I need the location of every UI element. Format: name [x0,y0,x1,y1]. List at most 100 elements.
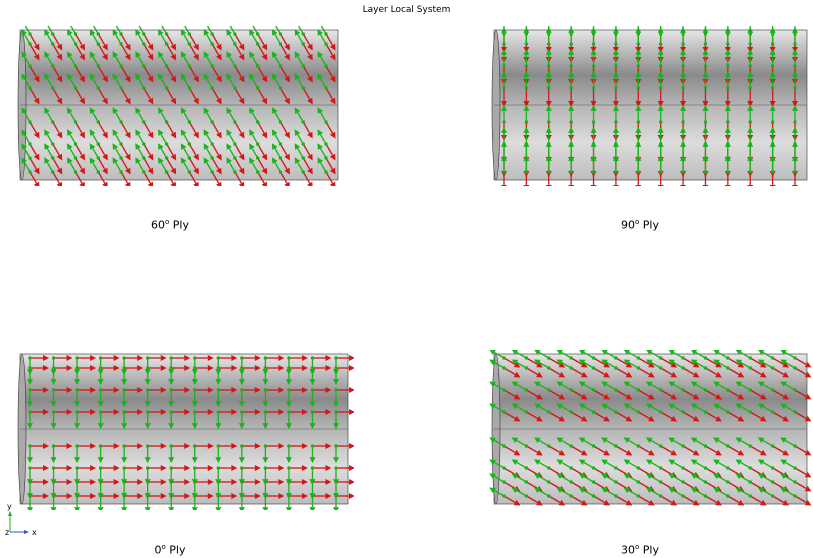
transverse-direction-arrow [780,473,797,484]
transverse-direction-arrow [758,350,775,360]
transverse-direction-arrow [545,70,552,90]
transverse-direction-arrow [702,70,709,90]
transverse-direction-arrow [747,154,754,174]
transverse-direction-arrow [262,410,269,430]
transverse-direction-arrow [112,129,123,146]
transverse-direction-arrow [226,129,237,146]
ply-60-label: 60o Ply [151,218,189,232]
transverse-direction-arrow [713,473,730,484]
transverse-direction-arrow [97,388,104,408]
transverse-direction-arrow [203,129,214,146]
transverse-direction-arrow [89,129,100,146]
transverse-direction-arrow [735,473,752,484]
transverse-direction-arrow [601,359,618,370]
transverse-direction-arrow [735,350,752,360]
transverse-direction-arrow [271,107,283,124]
transverse-direction-arrow [568,48,575,68]
transverse-direction-arrow [262,388,269,408]
transverse-direction-arrow [66,129,78,146]
transverse-direction-arrow [780,381,797,392]
transverse-direction-arrow [309,410,316,430]
transverse-direction-arrow [158,129,169,146]
transverse-direction-arrow [545,104,552,124]
transverse-direction-arrow [511,381,528,392]
transverse-direction-arrow [690,459,708,470]
transverse-direction-arrow [769,70,776,90]
transverse-direction-arrow [309,388,316,408]
transverse-direction-arrow [70,26,78,36]
transverse-direction-arrow [578,487,596,498]
transverse-direction-arrow [601,403,618,414]
transverse-direction-arrow [226,157,237,174]
transverse-direction-arrow [556,437,573,448]
transverse-direction-arrow [578,473,596,484]
transverse-direction-arrow [523,26,530,46]
transverse-direction-arrow [623,487,640,498]
transverse-direction-arrow [623,403,640,414]
transverse-direction-arrow [21,29,32,46]
transverse-direction-arrow [226,29,237,46]
transverse-direction-arrow [262,494,269,510]
transverse-direction-arrow [294,29,305,46]
transverse-direction-arrow [97,444,104,464]
transverse-direction-arrow [285,388,292,408]
transverse-direction-arrow [74,444,81,464]
transverse-direction-arrow [138,26,146,36]
transverse-direction-arrow [135,157,146,174]
transverse-direction-arrow [285,410,292,430]
transverse-direction-arrow [44,129,55,146]
transverse-direction-arrow [645,459,663,470]
transverse-direction-arrow [792,26,798,46]
transverse-direction-arrow [612,26,619,46]
transverse-direction-arrow [489,359,506,370]
transverse-direction-arrow [792,48,798,68]
transverse-direction-arrow [578,403,596,414]
transverse-direction-arrow [168,410,175,430]
ply-0-label: 0o Ply [154,543,186,557]
transverse-direction-arrow [180,29,191,46]
transverse-direction-arrow [657,70,664,90]
transverse-direction-arrow [780,459,797,470]
transverse-direction-arrow [545,48,552,68]
transverse-direction-arrow [579,350,596,360]
transverse-direction-arrow [215,366,222,386]
transverse-direction-arrow [115,26,123,36]
transverse-direction-arrow [309,366,316,386]
transverse-direction-arrow [144,366,151,386]
transverse-direction-arrow [578,359,596,370]
transverse-direction-arrow [735,403,752,414]
transverse-direction-arrow [215,444,222,464]
transverse-direction-arrow [317,29,328,46]
transverse-direction-arrow [112,51,123,68]
transverse-direction-arrow [511,350,528,360]
transverse-direction-arrow [601,487,618,498]
transverse-direction-arrow [713,487,730,498]
transverse-direction-arrow [112,143,123,160]
transverse-direction-arrow [215,410,222,430]
transverse-direction-arrow [757,473,775,484]
triad-x-label: x [32,528,37,537]
transverse-direction-arrow [792,154,798,174]
transverse-direction-arrow [180,73,191,90]
transverse-direction-arrow [89,29,100,46]
transverse-direction-arrow [21,73,32,90]
transverse-direction-arrow [735,437,752,448]
transverse-direction-arrow [635,154,642,174]
transverse-direction-arrow [121,366,128,386]
transverse-direction-arrow [590,48,597,68]
transverse-direction-arrow [50,366,57,386]
transverse-direction-arrow [50,388,57,408]
transverse-direction-arrow [757,487,775,498]
transverse-direction-arrow [144,494,151,510]
transverse-direction-arrow [601,437,618,448]
transverse-direction-arrow [317,143,328,160]
transverse-direction-arrow [203,73,214,90]
transverse-direction-arrow [556,350,573,360]
transverse-direction-arrow [168,388,175,408]
transverse-direction-arrow [635,26,642,46]
transverse-direction-arrow [590,104,597,124]
transverse-direction-arrow [180,143,191,160]
transverse-direction-arrow [333,494,339,510]
transverse-direction-arrow [523,104,530,124]
transverse-direction-arrow [21,129,32,146]
